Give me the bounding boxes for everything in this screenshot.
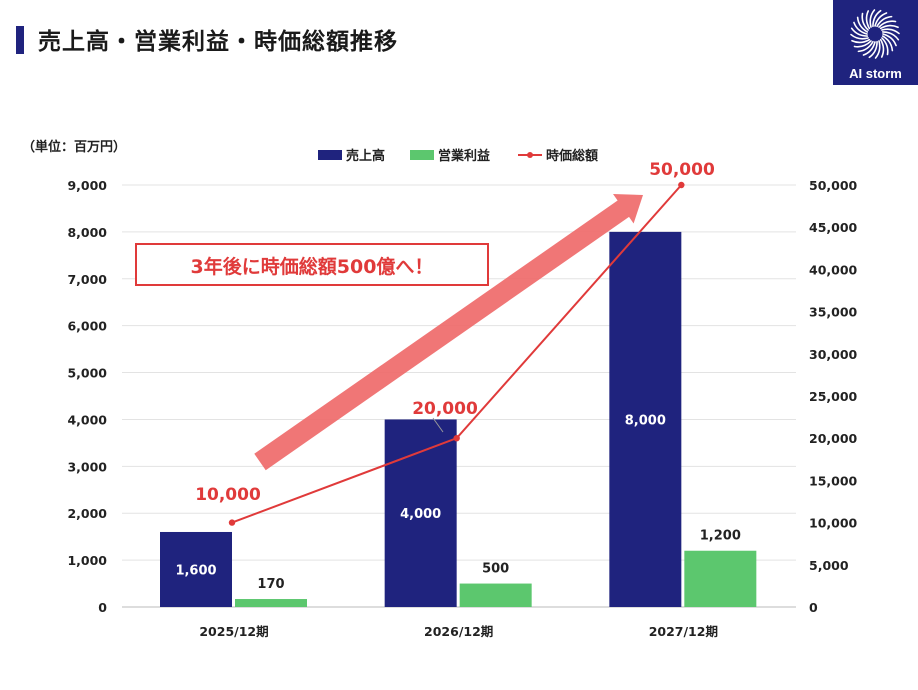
point-market-cap-label: 50,000	[649, 160, 715, 180]
y-right-tick-label: 50,000	[809, 178, 858, 193]
x-tick-label: 2027/12期	[649, 624, 718, 639]
y-left-tick-label: 6,000	[67, 319, 107, 334]
y-left-tick-label: 3,000	[67, 459, 107, 474]
bar-revenue-label: 4,000	[400, 507, 441, 522]
y-right-tick-label: 40,000	[809, 262, 858, 277]
y-right-tick-label: 30,000	[809, 347, 858, 362]
x-tick-label: 2025/12期	[199, 624, 268, 639]
y-right-tick-label: 20,000	[809, 431, 858, 446]
y-left-tick-label: 1,000	[67, 553, 107, 568]
bar-revenue-label: 8,000	[625, 413, 666, 428]
page-title: 売上高・営業利益・時価総額推移	[38, 29, 398, 55]
bar-revenue-label: 1,600	[175, 563, 216, 578]
y-right-tick-label: 25,000	[809, 389, 858, 404]
y-left-tick-label: 8,000	[67, 225, 107, 240]
y-right-tick-label: 45,000	[809, 220, 858, 235]
point-market-cap	[678, 181, 685, 189]
bar-operating-profit	[235, 599, 307, 607]
annotation-text: 3年後に時価総額500億へ！	[191, 255, 434, 278]
label-leader-line	[432, 417, 444, 433]
logo-text: AI storm	[849, 66, 902, 81]
bar-revenue	[609, 231, 682, 607]
legend-marker	[527, 152, 533, 158]
bar-operating-profit-label: 1,200	[700, 529, 741, 544]
title-accent-bar	[16, 26, 24, 54]
growth-arrow	[254, 193, 644, 471]
bar-operating-profit	[459, 583, 532, 607]
bar-operating-profit	[684, 550, 757, 607]
y-left-tick-label: 4,000	[67, 412, 107, 427]
y-left-tick-label: 2,000	[67, 506, 107, 521]
legend-swatch	[410, 150, 434, 160]
brand-logo: AI storm	[833, 0, 918, 85]
x-tick-label: 2026/12期	[424, 624, 493, 639]
legend-label: 営業利益	[438, 148, 490, 164]
unit-label: （単位：百万円）	[22, 140, 127, 155]
point-market-cap-label: 20,000	[412, 399, 478, 419]
annotation-box	[135, 243, 489, 286]
point-market-cap	[453, 435, 460, 442]
legend-label: 売上高	[346, 148, 385, 164]
point-market-cap-label: 10,000	[195, 485, 261, 505]
y-right-tick-label: 35,000	[809, 305, 858, 320]
y-right-tick-label: 0	[809, 600, 818, 615]
y-right-tick-label: 15,000	[809, 473, 858, 488]
y-left-tick-label: 9,000	[67, 178, 107, 193]
y-left-tick-label: 7,000	[67, 272, 107, 287]
point-market-cap	[228, 519, 236, 526]
y-left-tick-label: 5,000	[67, 366, 107, 381]
bar-operating-profit-label: 500	[482, 562, 509, 577]
legend-label: 時価総額	[546, 148, 598, 164]
bar-revenue	[160, 531, 232, 607]
y-right-tick-label: 5,000	[809, 558, 849, 573]
logo-swirl-icon	[850, 9, 900, 59]
y-left-tick-label: 0	[98, 600, 107, 615]
bar-operating-profit-label: 170	[257, 577, 284, 592]
y-right-tick-label: 10,000	[809, 516, 858, 531]
legend-swatch	[318, 150, 342, 160]
